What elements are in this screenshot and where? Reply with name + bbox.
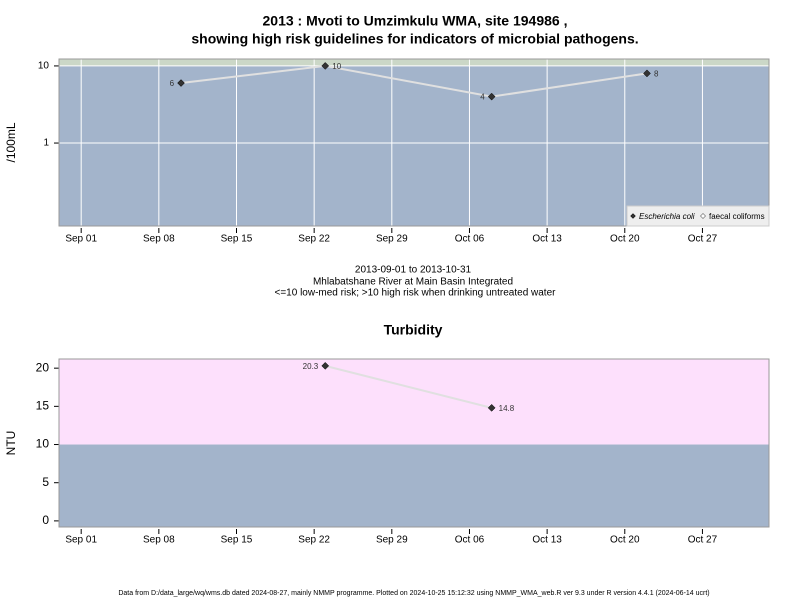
data-point xyxy=(487,92,496,101)
note: Mhlabatshane River at Main Basin Integra… xyxy=(313,277,513,288)
y-tick-label: 10 xyxy=(38,61,50,72)
x-tick-label: Sep 29 xyxy=(376,535,408,546)
data-point xyxy=(321,362,330,370)
data-point xyxy=(177,79,185,87)
band-below xyxy=(59,65,769,226)
y-tick-label: 10 xyxy=(36,437,50,451)
chart-subtitle: showing high risk guidelines for indicat… xyxy=(191,31,638,47)
x-tick-label: Oct 06 xyxy=(455,234,485,245)
x-tick-label: Sep 01 xyxy=(65,234,97,245)
y-tick-label: 1 xyxy=(43,138,49,149)
legend-label: faecal coliforms xyxy=(709,212,765,221)
band-below xyxy=(59,444,769,527)
y-axis-label: NTU xyxy=(4,431,18,456)
x-tick-label: Oct 06 xyxy=(455,535,485,546)
x-tick-label: Oct 20 xyxy=(610,535,640,546)
plot-frame xyxy=(58,358,770,528)
x-tick-label: Oct 27 xyxy=(688,535,718,546)
data-label: 20.3 xyxy=(303,362,319,371)
band-above xyxy=(59,59,769,66)
data-label: 8 xyxy=(654,70,659,79)
x-tick-label: Sep 08 xyxy=(143,234,175,245)
data-label: 6 xyxy=(170,79,175,88)
x-tick-label: Oct 27 xyxy=(688,234,718,245)
x-tick-label: Sep 15 xyxy=(221,234,253,245)
y-tick-label: 0 xyxy=(42,513,49,527)
legend-marker xyxy=(630,213,636,219)
x-tick-label: Sep 01 xyxy=(65,535,97,546)
y-axis-label: /100mL xyxy=(4,122,18,162)
x-tick-label: Sep 08 xyxy=(143,535,175,546)
chart-title: Turbidity xyxy=(384,322,443,338)
legend-label: Escherichia coli xyxy=(639,212,695,221)
data-point xyxy=(321,62,330,70)
data-point xyxy=(643,69,651,78)
footer: Data from D:/data_large/wq/wms.db dated … xyxy=(118,590,709,597)
x-tick-label: Sep 22 xyxy=(298,234,330,245)
chart-title: 2013 : Mvoti to Umzimkulu WMA, site 1949… xyxy=(263,13,568,29)
x-tick-label: Oct 20 xyxy=(610,234,640,245)
x-tick-label: Sep 29 xyxy=(376,234,408,245)
data-label: 4 xyxy=(480,93,485,102)
legend-box xyxy=(626,205,770,227)
note: 2013-09-01 to 2013-10-31 xyxy=(355,265,472,276)
plot-frame xyxy=(58,58,770,227)
legend-marker xyxy=(700,213,706,219)
data-label: 10 xyxy=(332,62,341,71)
data-point xyxy=(487,404,496,412)
x-tick-label: Oct 13 xyxy=(532,234,562,245)
y-tick-label: 20 xyxy=(36,360,50,374)
band-above xyxy=(59,359,769,445)
x-tick-label: Sep 22 xyxy=(298,535,330,546)
series-line xyxy=(180,64,648,98)
data-label: 14.8 xyxy=(499,404,515,413)
y-tick-label: 15 xyxy=(36,399,50,413)
y-tick-label: 5 xyxy=(42,475,49,489)
series-line xyxy=(325,364,492,409)
note: <=10 low-med risk; >10 high risk when dr… xyxy=(275,288,557,299)
x-tick-label: Oct 13 xyxy=(532,535,562,546)
x-tick-label: Sep 15 xyxy=(221,535,253,546)
